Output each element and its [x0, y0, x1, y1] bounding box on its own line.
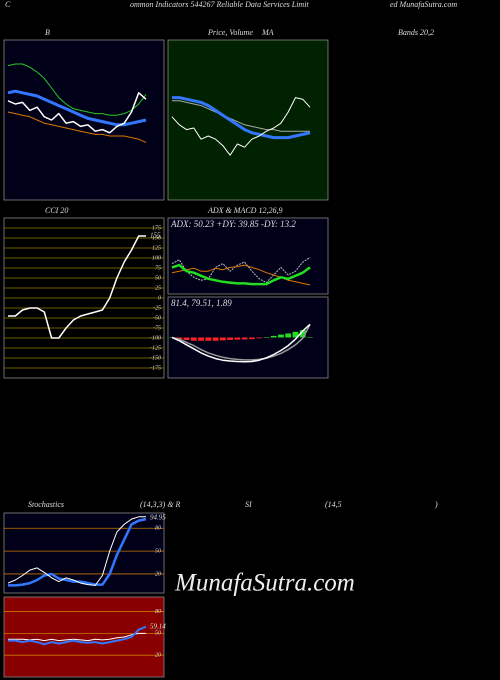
y-tick-label: -150 — [150, 355, 161, 361]
y-tick-label: 150 — [152, 235, 161, 241]
series-line — [172, 96, 311, 140]
histogram-bar — [219, 337, 226, 341]
panel-background — [3, 596, 165, 678]
panel-background — [3, 512, 165, 594]
caption: CCI 20 — [45, 206, 68, 215]
caption: C — [5, 0, 11, 9]
caption: ADX & MACD 12,26,9 — [207, 206, 282, 215]
series-line — [7, 63, 147, 116]
watermark: MunafaSutra.com — [174, 570, 355, 597]
panel: 81.4, 79.51, 1.89 — [167, 296, 329, 379]
histogram-bar — [190, 337, 197, 341]
caption: Price, Volume — [207, 28, 253, 37]
panel — [3, 39, 165, 201]
caption: B — [45, 28, 50, 37]
y-tick-label: 25 — [155, 285, 161, 291]
series-line — [7, 92, 147, 134]
caption: (14,5 — [325, 500, 342, 509]
y-tick-label: -75 — [153, 325, 161, 331]
y-tick-label: 80 — [155, 526, 161, 532]
panel — [167, 39, 329, 201]
value-label: 94.95 — [150, 514, 166, 522]
histogram-bar — [183, 337, 190, 340]
histogram-bar — [205, 337, 212, 341]
y-tick-label: 50 — [155, 631, 161, 637]
plot — [4, 611, 164, 656]
y-tick-label: -175 — [150, 365, 161, 371]
y-tick-label: 50 — [155, 275, 161, 281]
caption: ommon Indicators 544267 Reliable Data Se… — [130, 0, 309, 9]
panel-background — [167, 217, 329, 295]
y-tick-label: -25 — [153, 305, 161, 311]
series-line — [172, 100, 310, 132]
histogram-bar — [278, 334, 284, 338]
caption: (14,3,3) & R — [140, 500, 181, 509]
value-label: 155 — [150, 232, 161, 240]
series-line — [171, 97, 311, 156]
series-line — [7, 89, 147, 127]
plot — [171, 96, 311, 156]
panel: ADX: 50.23 +DY: 39.85 -DY: 13.2 — [167, 217, 329, 295]
histogram-bar — [234, 337, 241, 340]
y-tick-label: 50 — [155, 548, 161, 554]
y-tick-label: -50 — [153, 315, 161, 321]
annotation: 81.4, 79.51, 1.89 — [171, 298, 232, 308]
panel: 175 150 125 100 75 50 25 0 -25 -50 -75 -100 -125 -150… — [3, 217, 165, 379]
histogram-bar — [292, 331, 299, 338]
histogram-bar — [256, 337, 263, 339]
y-tick-label: 80 — [155, 609, 161, 615]
series-line — [8, 632, 146, 642]
histogram-bar — [176, 337, 183, 340]
plot — [7, 63, 147, 143]
panel-background — [167, 39, 329, 201]
histogram-bar — [285, 333, 292, 338]
y-tick-label: 100 — [152, 255, 161, 261]
y-tick-label: 75 — [155, 265, 161, 271]
y-tick-label: 20 — [155, 653, 161, 659]
histogram-bar — [270, 335, 277, 338]
caption: ) — [434, 500, 438, 509]
caption: MA — [261, 28, 274, 37]
caption: Stochastics — [28, 500, 64, 509]
caption: SI — [245, 500, 252, 509]
histogram-bar — [198, 337, 204, 341]
series-line — [171, 263, 311, 286]
series-line — [171, 324, 311, 361]
histogram-bar — [212, 337, 219, 341]
annotation: ADX: 50.23 +DY: 39.85 -DY: 13.2 — [170, 219, 296, 229]
histogram-bar — [299, 330, 306, 338]
series-line — [7, 111, 147, 143]
y-tick-label: 175 — [152, 225, 161, 231]
histogram-bar — [248, 337, 255, 340]
y-tick-label: 0 — [158, 295, 161, 301]
y-tick-label: -125 — [150, 345, 161, 351]
series-line — [8, 625, 147, 646]
plot — [169, 323, 313, 363]
plot — [4, 227, 164, 369]
panel-background — [3, 39, 165, 201]
plot — [171, 257, 311, 286]
histogram-bar — [227, 337, 234, 340]
series-line — [8, 235, 146, 339]
series-line — [171, 323, 311, 363]
histogram-bar — [307, 337, 313, 338]
series-line — [171, 257, 311, 284]
panel: 80 50 20 94.95 — [3, 512, 166, 594]
caption: ed MunafaSutra.com — [390, 0, 457, 9]
y-tick-label: 20 — [155, 571, 161, 577]
caption: Bands 20,2 — [398, 28, 434, 37]
panel: 80 50 20 59.14 — [3, 596, 166, 678]
y-tick-label: -100 — [150, 335, 161, 341]
histogram-bar — [263, 337, 270, 338]
y-tick-label: 125 — [152, 245, 161, 251]
plot — [4, 516, 164, 587]
series-line — [7, 516, 146, 586]
histogram-bar — [241, 337, 248, 340]
value-label: 59.14 — [150, 622, 166, 630]
